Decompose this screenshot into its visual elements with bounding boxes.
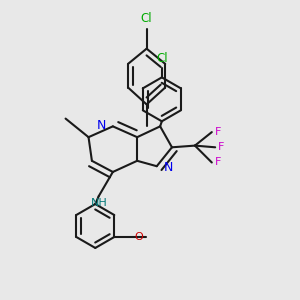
Text: F: F xyxy=(218,142,224,152)
Text: F: F xyxy=(214,158,221,167)
Text: NH: NH xyxy=(91,198,108,208)
Text: F: F xyxy=(214,127,221,137)
Text: Cl: Cl xyxy=(156,52,168,65)
Text: N: N xyxy=(97,118,106,131)
Text: Cl: Cl xyxy=(141,12,152,25)
Text: O: O xyxy=(134,232,143,242)
Text: N: N xyxy=(164,161,173,174)
